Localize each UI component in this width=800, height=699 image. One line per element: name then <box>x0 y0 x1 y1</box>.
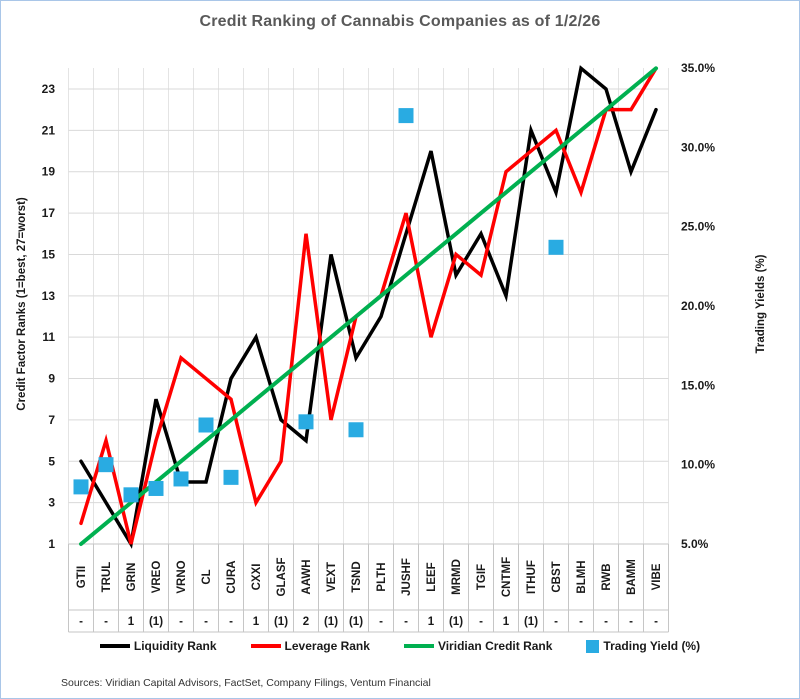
trading-yield-marker <box>173 471 189 487</box>
legend-item-viridian-credit-rank: Viridian Credit Rank <box>403 639 553 653</box>
footnote-label: - <box>179 616 183 628</box>
footnote-label: - <box>654 616 658 628</box>
trading-yield-marker <box>198 417 214 433</box>
ticker-label: TSND <box>351 561 363 592</box>
legend-label: Trading Yield (%) <box>603 639 701 653</box>
footnote-label: - <box>629 616 633 628</box>
sources-note: Sources: Viridian Capital Advisors, Fact… <box>61 677 431 689</box>
left-axis-tick: 1 <box>48 537 55 551</box>
ticker-label: VRNO <box>176 560 188 593</box>
left-axis-tick: 21 <box>42 123 56 137</box>
footnote-label: - <box>604 616 608 628</box>
right-axis-tick: 20.0% <box>681 299 715 313</box>
ticker-label: AAWH <box>301 559 313 594</box>
legend-label: Leverage Rank <box>284 639 370 653</box>
trading-yield-marker <box>398 108 414 124</box>
chart-title: Credit Ranking of Cannabis Companies as … <box>199 13 601 30</box>
left-axis-tick: 5 <box>48 454 55 468</box>
footnote-label: - <box>404 616 408 628</box>
ticker-label: CNTMF <box>501 557 513 597</box>
chart-legend: Liquidity Rank Leverage Rank Viridian Cred… <box>1 639 799 653</box>
ticker-label: TRUL <box>101 562 113 593</box>
ticker-label: JUSHF <box>401 558 413 596</box>
legend-label: Viridian Credit Rank <box>437 639 553 653</box>
footnote-label: (1) <box>324 616 338 628</box>
left-axis-tick: 19 <box>42 165 56 179</box>
right-axis-tick: 25.0% <box>681 220 715 234</box>
footnote-label: 1 <box>253 616 260 628</box>
footnote-label: - <box>79 616 83 628</box>
ticker-label: MRMD <box>451 559 463 595</box>
trading-yield-marker <box>223 469 239 485</box>
footnote-label: 2 <box>303 616 309 628</box>
footnote-label: - <box>104 616 108 628</box>
left-axis-tick: 3 <box>48 496 55 510</box>
footnote-label: (1) <box>524 616 538 628</box>
footnote-label: - <box>204 616 208 628</box>
liquidity-rank-line <box>79 65 658 549</box>
left-axis-tick: 11 <box>42 330 55 344</box>
trading-yield-marker <box>98 457 114 473</box>
right-axis-tick: 5.0% <box>681 537 709 551</box>
leverage-rank-line-swatch-icon <box>250 644 281 648</box>
trading-yield-marker <box>73 479 89 495</box>
right-axis-tick: 35.0% <box>681 61 715 75</box>
footnote-label: 1 <box>128 616 135 628</box>
legend-item-leverage-rank: Leverage Rank <box>250 639 370 653</box>
ticker-label: RWB <box>601 563 613 590</box>
ticker-label: CURA <box>226 560 238 593</box>
right-axis-tick: 30.0% <box>681 140 715 154</box>
ticker-label: CBST <box>551 561 563 592</box>
viridian-credit-rank-line <box>79 66 658 546</box>
right-axis-tick: 10.0% <box>681 458 715 472</box>
footnote-label: (1) <box>149 616 163 628</box>
footnote-label: - <box>229 616 233 628</box>
ticker-label: BAMM <box>626 559 638 595</box>
left-axis-tick: 9 <box>48 372 55 386</box>
footnote-label: - <box>554 616 558 628</box>
trading-yield-marker <box>548 239 564 255</box>
trading-yield-marker <box>348 422 364 438</box>
left-axis-tick: 17 <box>42 206 56 220</box>
ticker-label: GTII <box>76 566 88 588</box>
footnote-label: 1 <box>428 616 435 628</box>
footnote-label: - <box>379 616 383 628</box>
footnote-label: (1) <box>274 616 288 628</box>
ticker-label: GLASF <box>276 558 288 597</box>
ticker-label: ITHUF <box>526 560 538 594</box>
trading-yield-marker <box>298 414 314 430</box>
footnote-label: 1 <box>503 616 510 628</box>
ticker-label: VREO <box>151 561 163 594</box>
ticker-label: GRIN <box>126 563 138 592</box>
left-axis-tick: 15 <box>42 247 56 261</box>
ticker-label: BLMH <box>576 560 588 593</box>
viridian-credit-rank-line-swatch-icon <box>403 644 434 648</box>
footnote-label: (1) <box>449 616 463 628</box>
trading-yield--square-swatch-icon <box>586 639 600 653</box>
ticker-label: VIBE <box>651 563 663 590</box>
ticker-label: CXXI <box>251 564 263 591</box>
legend-item-trading-yield-: Trading Yield (%) <box>586 639 700 653</box>
legend-label: Liquidity Rank <box>133 639 217 653</box>
ticker-label: CL <box>201 569 213 584</box>
left-axis-tick: 23 <box>42 82 56 96</box>
trading-yield-marker <box>123 487 139 503</box>
ticker-label: TGIF <box>476 564 488 590</box>
footnote-label: - <box>579 616 583 628</box>
ticker-label: VEXT <box>326 562 338 592</box>
ticker-label: PLTH <box>376 562 388 591</box>
right-axis-tick: 15.0% <box>681 378 715 392</box>
footnote-label: - <box>479 616 483 628</box>
ticker-label: LEEF <box>426 562 438 591</box>
liquidity-rank-line-swatch-icon <box>99 644 130 648</box>
legend-item-liquidity-rank: Liquidity Rank <box>99 639 217 653</box>
left-axis-tick: 13 <box>42 289 56 303</box>
left-axis-tick: 7 <box>48 413 55 427</box>
footnote-label: (1) <box>349 616 363 628</box>
trading-yield-marker <box>148 480 164 496</box>
